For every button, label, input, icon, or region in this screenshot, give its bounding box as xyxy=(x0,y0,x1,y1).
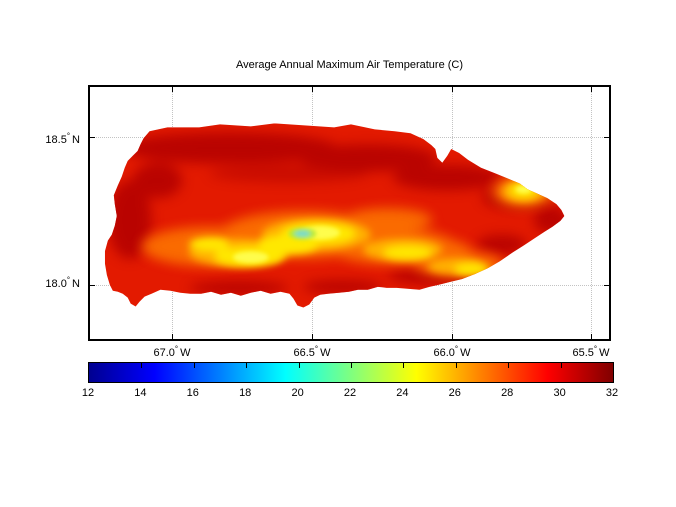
x-tick-unit: W xyxy=(320,347,331,359)
y-tick-label-18.5n: 18.5° N xyxy=(18,131,80,146)
degree-symbol: ° xyxy=(454,344,459,354)
gridline-65.5w xyxy=(591,87,592,339)
x-tickmark-top xyxy=(591,87,592,92)
x-tickmark xyxy=(172,334,173,339)
colorbar-tick-label-12: 12 xyxy=(81,387,95,399)
colorbar-gradient xyxy=(88,362,614,383)
y-tickmark-right xyxy=(604,285,609,286)
colorbar-tickmark xyxy=(403,363,405,368)
degree-symbol: ° xyxy=(593,344,598,354)
colorbar-tick-label-18: 18 xyxy=(239,387,252,399)
x-tickmark-top xyxy=(452,87,453,92)
x-tickmark-top xyxy=(172,87,173,92)
temperature-map xyxy=(104,123,565,308)
x-tick-label-65.5w: 65.5° W xyxy=(541,344,641,359)
colorbar-tickmark xyxy=(141,363,143,368)
colorbar-tickmark xyxy=(455,363,457,368)
colorbar-tick-label-22: 22 xyxy=(343,387,357,399)
y-tick-label-18.0n: 18.0° N xyxy=(18,275,80,290)
colorbar-tickmark xyxy=(298,363,300,368)
degree-symbol: ° xyxy=(314,344,319,354)
x-tick-value: 66.5 xyxy=(293,347,315,359)
x-tick-value: 65.5 xyxy=(572,347,594,359)
cool-peak-spot xyxy=(288,227,317,240)
x-tickmark xyxy=(591,334,592,339)
colorbar-tick-label-24: 24 xyxy=(396,387,409,399)
hot-dark-red-zones xyxy=(107,132,565,295)
y-tick-unit: N xyxy=(72,278,80,290)
x-tick-label-66.5w: 66.5° W xyxy=(262,344,362,359)
y-tickmark-right xyxy=(604,137,609,138)
chart-title: Average Annual Maximum Air Temperature (… xyxy=(235,59,464,71)
degree-symbol: ° xyxy=(174,344,179,354)
colorbar-tick-label-28: 28 xyxy=(501,387,514,399)
x-tickmark xyxy=(312,334,313,339)
colorbar-tick-label-26: 26 xyxy=(448,387,461,399)
x-tick-unit: W xyxy=(180,347,191,359)
degree-symbol: ° xyxy=(66,131,71,141)
x-tick-label-66.0w: 66.0° W xyxy=(402,344,502,359)
colorbar-tick-label-14: 14 xyxy=(134,387,147,399)
x-tick-label-67.0w: 67.0° W xyxy=(122,344,222,359)
x-tick-value: 66.0 xyxy=(433,347,455,359)
x-tick-value: 67.0 xyxy=(153,347,175,359)
island-shape xyxy=(104,123,565,308)
y-tick-value: 18.0 xyxy=(45,278,67,290)
colorbar-tick-labels: 12 14 16 18 20 22 24 26 28 30 32 xyxy=(82,387,618,401)
y-tick-value: 18.5 xyxy=(45,134,67,146)
colorbar-tickmark xyxy=(246,363,248,368)
colorbar-tickmark xyxy=(560,363,562,368)
colorbar-tick-label-20: 20 xyxy=(291,387,304,399)
y-tickmark xyxy=(90,137,95,138)
colorbar-tick-label-16: 16 xyxy=(186,387,199,399)
colorbar-tick-label-32: 32 xyxy=(605,387,619,399)
colorbar-tickmark xyxy=(351,363,352,368)
x-tick-unit: W xyxy=(460,347,471,359)
x-tickmark xyxy=(452,334,453,339)
y-tick-unit: N xyxy=(72,134,80,146)
colorbar-tickmark xyxy=(508,363,510,368)
plot-area xyxy=(88,85,611,341)
colorbar-tick-label-30: 30 xyxy=(553,387,566,399)
x-tickmark-top xyxy=(312,87,313,92)
x-tick-unit: W xyxy=(599,347,610,359)
y-tickmark xyxy=(90,285,95,286)
colorbar-tickmark xyxy=(193,363,195,368)
degree-symbol: ° xyxy=(66,275,71,285)
